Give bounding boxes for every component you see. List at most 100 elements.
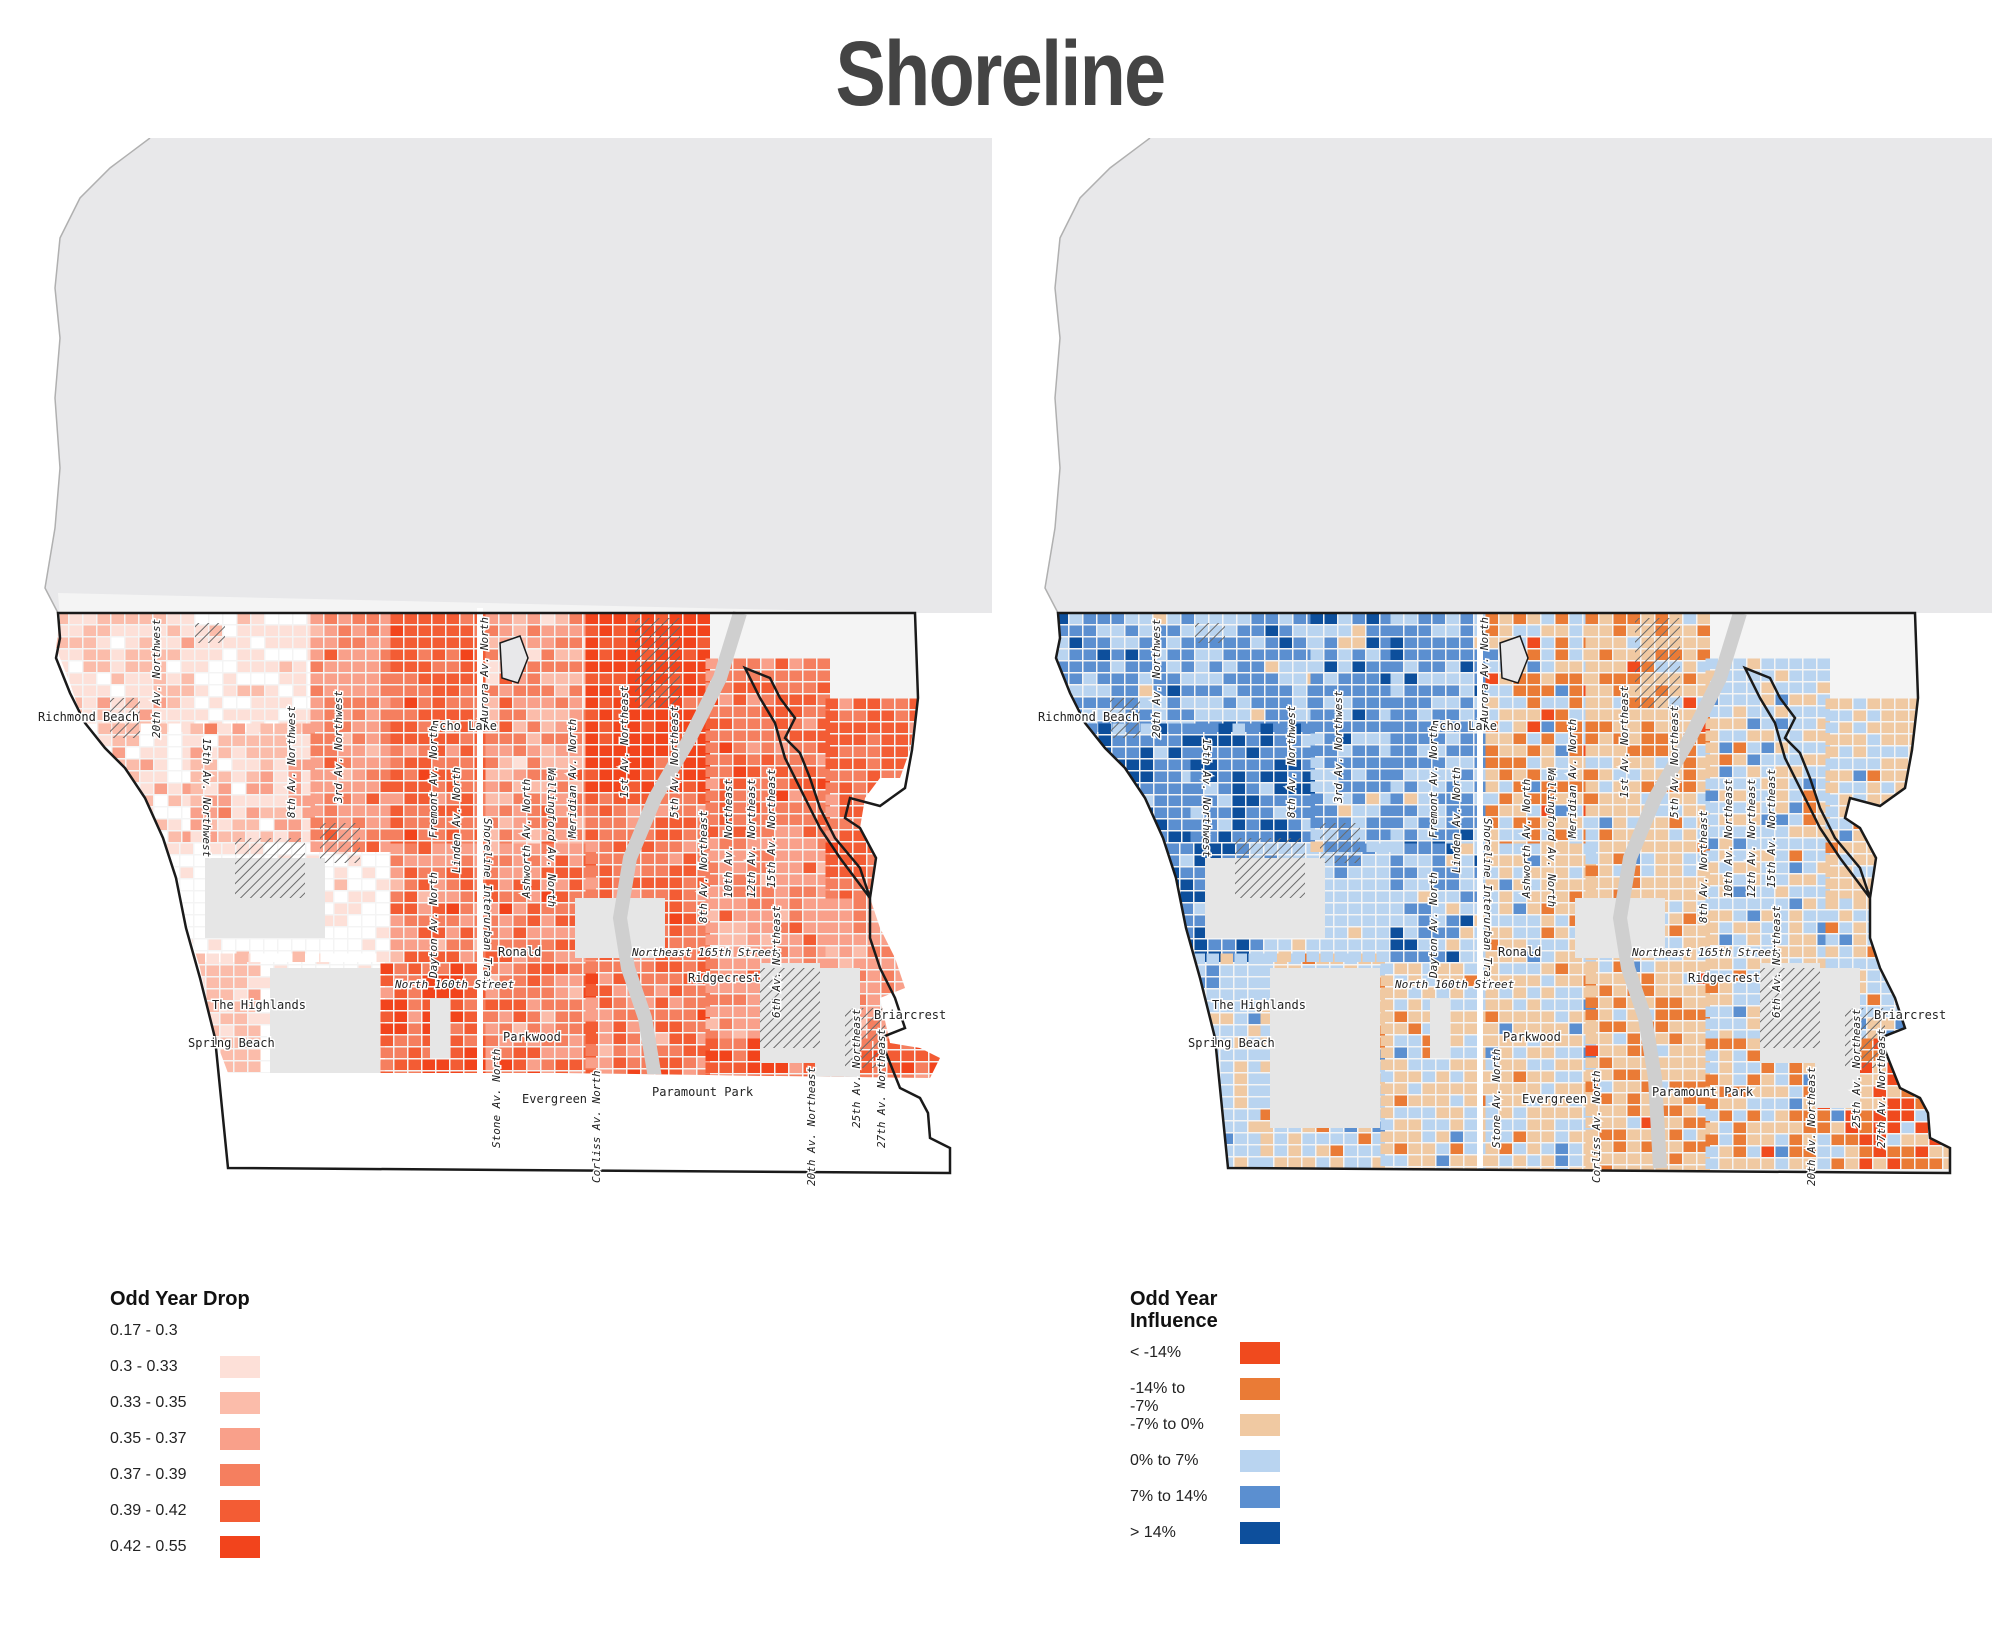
block-cell (1569, 1011, 1582, 1022)
block-cell (1627, 661, 1640, 672)
block-cell (111, 661, 124, 672)
block-cell (207, 1122, 220, 1133)
block-cell (628, 1094, 641, 1105)
block-cell (1338, 805, 1351, 816)
block-cell (1097, 709, 1110, 720)
block-cell (585, 1045, 598, 1056)
block-cell (541, 843, 554, 854)
block-cell (1655, 961, 1668, 972)
block-cell (1697, 721, 1710, 732)
block-cell (1070, 723, 1083, 734)
block-cell (887, 1038, 900, 1049)
block-cell (1248, 1013, 1261, 1024)
block-cell (380, 999, 393, 1010)
block-cell (152, 879, 165, 890)
block-cell (1152, 855, 1165, 866)
block-cell (1446, 891, 1459, 902)
block-cell (1150, 965, 1163, 976)
map-odd-year-influence[interactable]: Richmond Beach Echo Lake Ronald Ridgecrest T… (1000, 138, 1992, 1544)
block-cell (1097, 649, 1110, 660)
block-cell (719, 1006, 732, 1017)
block-cell (613, 817, 626, 828)
block-cell (164, 1037, 177, 1048)
block-cell (698, 1142, 711, 1153)
block-cell (260, 1025, 273, 1036)
block-cell (181, 685, 194, 696)
block-cell (867, 722, 880, 733)
block-cell (1218, 735, 1231, 746)
block-cell (1195, 613, 1208, 624)
block-cell (1569, 733, 1582, 744)
block-cell (527, 891, 540, 902)
block-cell (1223, 625, 1236, 636)
block-cell (1302, 795, 1315, 806)
block-cell (528, 1156, 541, 1167)
block-cell (437, 1084, 450, 1095)
block-cell (352, 613, 365, 624)
block-cell (1655, 709, 1668, 720)
block-cell (1098, 807, 1111, 818)
block-cell (1641, 829, 1654, 840)
block-cell (1527, 817, 1540, 828)
block-cell (324, 661, 337, 672)
block-cell (1541, 733, 1554, 744)
block-cell (1139, 661, 1152, 672)
block-cell (165, 1134, 178, 1145)
block-cell (895, 794, 908, 805)
block-cell (499, 733, 512, 744)
block-cell (527, 793, 540, 804)
block-cell (246, 735, 259, 746)
block-cell (1697, 685, 1710, 696)
block-cell (446, 879, 459, 890)
block-cell (1154, 807, 1167, 818)
map-odd-year-drop[interactable]: Richmond Beach Echo Lake Ronald Ridgecrest T… (0, 138, 992, 1558)
block-cell (733, 814, 746, 825)
block-cell (1056, 661, 1068, 672)
block-cell (1569, 1047, 1582, 1058)
block-cell (1138, 855, 1151, 866)
block-cell (923, 982, 936, 993)
block-cell (1418, 939, 1431, 950)
block-cell (1352, 769, 1365, 780)
block-cell (1408, 987, 1421, 998)
block-cell (1555, 781, 1568, 792)
block-cell (1499, 817, 1512, 828)
block-cell (178, 977, 191, 988)
block-cell (192, 1025, 205, 1036)
block-cell (1613, 793, 1626, 804)
block-cell (125, 613, 138, 624)
block-cell (895, 758, 908, 769)
block-cell (1324, 757, 1337, 768)
block-cell (747, 1030, 760, 1041)
block-cell (1292, 939, 1305, 950)
block-cell (1613, 781, 1626, 792)
block-cell (153, 625, 166, 636)
block-cell (1485, 1119, 1498, 1130)
block-cell (599, 709, 612, 720)
block-cell (1599, 805, 1612, 816)
block-cell (881, 898, 894, 909)
block-cell (1460, 757, 1473, 768)
legend-item: 0.17 - 0.3 (110, 1318, 260, 1354)
legend-item-label: 0.37 - 0.39 (110, 1466, 187, 1483)
block-cell (97, 661, 110, 672)
block-cell (1446, 673, 1459, 684)
block-cell (320, 879, 333, 890)
block-cell (1260, 759, 1273, 770)
block-cell (1446, 637, 1459, 648)
block-cell (569, 613, 582, 624)
block-cell (1485, 649, 1498, 660)
block-cell (1627, 805, 1640, 816)
block-cell (803, 658, 816, 669)
block-cell (249, 1098, 262, 1109)
block-cell (69, 649, 82, 660)
block-cell (541, 927, 554, 938)
block-cell (747, 850, 760, 861)
block-cell (1376, 855, 1389, 866)
block-cell (705, 994, 718, 1005)
legend-item-label: 0.35 - 0.37 (110, 1430, 187, 1447)
block-cell (1220, 977, 1233, 988)
block-cell (697, 841, 710, 852)
block-cell (1513, 685, 1526, 696)
block-cell (1168, 831, 1181, 842)
